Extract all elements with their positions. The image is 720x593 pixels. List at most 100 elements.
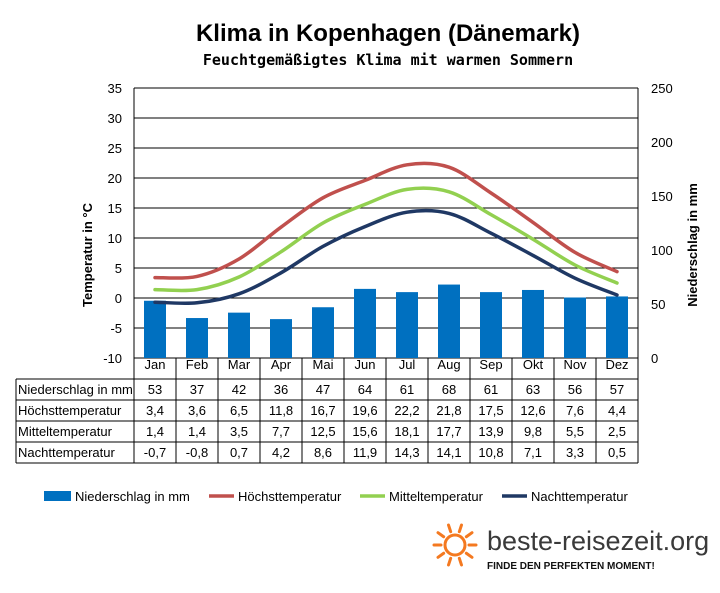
- table-cell: 3,5: [230, 424, 248, 439]
- table-cell: -0,8: [186, 445, 208, 460]
- precipitation-bar: [438, 284, 460, 358]
- table-cell: 47: [316, 382, 330, 397]
- table-row-header: Niederschlag in mm: [18, 382, 133, 397]
- left-tick-label: 30: [108, 111, 122, 126]
- precipitation-bar: [480, 292, 502, 358]
- plot-gridlines: [133, 87, 639, 359]
- left-axis-label: Temperatur in °C: [80, 202, 95, 307]
- table-cell: 61: [400, 382, 414, 397]
- chart-legend: Niederschlag in mm Höchsttemperatur Mittel…: [44, 489, 628, 504]
- right-tick-label: 250: [651, 81, 673, 96]
- table-cell: 9,8: [524, 424, 542, 439]
- table-row-header: Mitteltemperatur: [18, 424, 113, 439]
- left-tick-label: 0: [115, 291, 122, 306]
- brand-logo: beste-reisezeit.org FINDE DEN PERFEKTEN …: [432, 523, 709, 572]
- table-cell: 0,5: [608, 445, 626, 460]
- chart-subtitle: Feuchtgemäßigtes Klima mit warmen Sommer…: [203, 51, 573, 69]
- table-cell: 17,5: [478, 403, 503, 418]
- chart-title: Klima in Kopenhagen (Dänemark): [196, 20, 580, 47]
- brand-name: beste-reisezeit.org: [487, 526, 709, 556]
- table-cell: 37: [190, 382, 204, 397]
- category-label: Sep: [479, 357, 502, 372]
- table-cell: 17,7: [436, 424, 461, 439]
- right-tick-label: 0: [651, 351, 658, 366]
- table-cell: 14,1: [436, 445, 461, 460]
- legend-label: Nachttemperatur: [531, 489, 628, 504]
- left-tick-label: 15: [108, 201, 122, 216]
- table-cell: 6,5: [230, 403, 248, 418]
- table-cell: 4,4: [608, 403, 626, 418]
- table-cell: 0,7: [230, 445, 248, 460]
- legend-label: Mitteltemperatur: [389, 489, 484, 504]
- table-cell: -0,7: [144, 445, 166, 460]
- table-cell: 10,8: [478, 445, 503, 460]
- category-label: Feb: [186, 357, 208, 372]
- data-table: Jan Feb Mar Apr Mai Jun Jul Aug Sep Okt Nov Dez Nied…: [15, 357, 639, 464]
- table-cell: 3,3: [566, 445, 584, 460]
- left-tick-label: 25: [108, 141, 122, 156]
- precipitation-bar: [606, 296, 628, 358]
- table-cell: 18,1: [394, 424, 419, 439]
- category-label: Okt: [523, 357, 544, 372]
- table-cell: 2,5: [608, 424, 626, 439]
- category-label: Apr: [271, 357, 292, 372]
- table-cell: 56: [568, 382, 582, 397]
- left-tick-label: 20: [108, 171, 122, 186]
- sun-ray: [457, 523, 463, 534]
- category-label: Jun: [355, 357, 376, 372]
- precipitation-bar: [354, 288, 376, 358]
- table-cell: 12,6: [520, 403, 545, 418]
- category-label: Dez: [605, 357, 628, 372]
- left-tick-label: -10: [103, 351, 122, 366]
- category-label: Nov: [563, 357, 587, 372]
- table-cell: 7,6: [566, 403, 584, 418]
- table-row-header: Nachttemperatur: [18, 445, 115, 460]
- precipitation-bar: [270, 319, 292, 358]
- left-tick-label: 5: [115, 261, 122, 276]
- legend-label: Höchsttemperatur: [238, 489, 342, 504]
- sun-ray: [464, 551, 474, 559]
- category-label: Aug: [437, 357, 460, 372]
- table-cell: 19,6: [352, 403, 377, 418]
- table-cell: 14,3: [394, 445, 419, 460]
- sun-ray: [447, 556, 453, 567]
- series-line-nachttemperatur: [153, 208, 619, 306]
- table-row-header: Höchsttemperatur: [18, 403, 122, 418]
- left-tick-label: 35: [108, 81, 122, 96]
- right-tick-label: 150: [651, 189, 673, 204]
- category-label: Jul: [399, 357, 416, 372]
- right-tick-label: 100: [651, 243, 673, 258]
- table-cell: 7,1: [524, 445, 542, 460]
- table-cell: 57: [610, 382, 624, 397]
- table-cell: 42: [232, 382, 246, 397]
- series-line-mitteltemperatur: [153, 186, 619, 293]
- category-label: Mai: [313, 357, 334, 372]
- precipitation-bars: [144, 284, 628, 358]
- precipitation-bar: [522, 289, 544, 358]
- precipitation-bar: [312, 307, 334, 358]
- table-cell: 63: [526, 382, 540, 397]
- category-label: Mar: [228, 357, 251, 372]
- table-cell: 68: [442, 382, 456, 397]
- right-axis-label: Niederschlag in mm: [685, 183, 700, 307]
- table-cell: 36: [274, 382, 288, 397]
- right-tick-label: 50: [651, 297, 665, 312]
- table-cell: 64: [358, 382, 372, 397]
- right-axis-ticks: 0 50 100 150 200 250: [651, 81, 673, 366]
- precipitation-bar: [144, 300, 166, 358]
- temperature-lines: [153, 161, 619, 306]
- table-cell: 7,7: [272, 424, 290, 439]
- table-cell: 11,8: [269, 403, 293, 418]
- precipitation-bar: [186, 318, 208, 358]
- table-cell: 15,6: [352, 424, 377, 439]
- table-cell: 1,4: [188, 424, 206, 439]
- brand-slogan: FINDE DEN PERFEKTEN MOMENT!: [487, 561, 655, 572]
- legend-swatch-bar: [44, 491, 71, 501]
- table-cell: 1,4: [146, 424, 164, 439]
- series-line-hchsttemperatur: [153, 161, 619, 280]
- sun-ray: [436, 531, 446, 539]
- left-axis-ticks: -10 -5 0 5 10 15 20 25 30 35: [103, 81, 122, 366]
- category-label: Jan: [145, 357, 166, 372]
- table-cell: 21,8: [436, 403, 461, 418]
- table-cell: 12,5: [310, 424, 335, 439]
